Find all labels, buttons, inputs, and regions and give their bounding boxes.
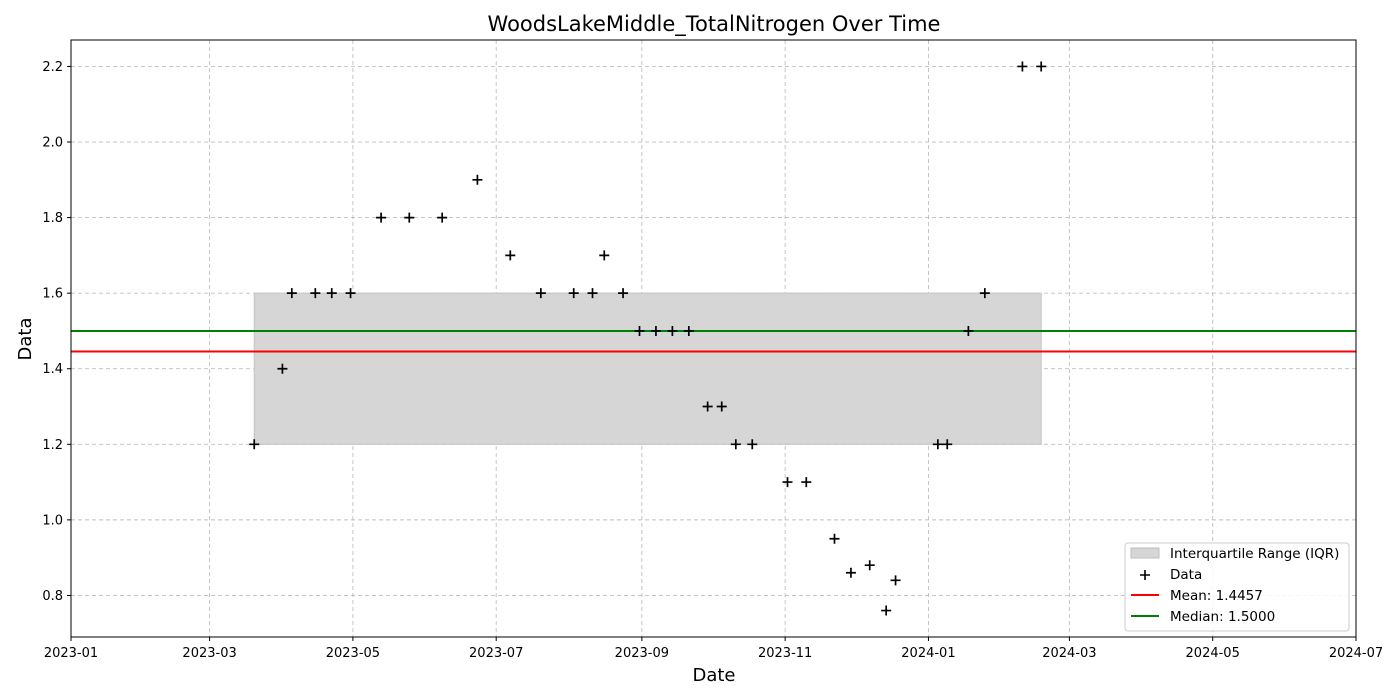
data-point	[345, 288, 356, 299]
x-tick-label: 2023-11	[758, 646, 812, 661]
x-tick-label: 2024-01	[901, 646, 955, 661]
data-point	[1017, 61, 1028, 72]
legend-data-marker	[1140, 570, 1150, 580]
data-point	[683, 325, 694, 336]
data-point	[505, 250, 516, 261]
data-point	[587, 288, 598, 299]
data-point	[249, 439, 260, 450]
data-point	[1036, 61, 1047, 72]
data-point	[286, 288, 297, 299]
data-point	[845, 567, 856, 578]
x-tick-label: 2024-07	[1329, 646, 1383, 661]
legend: Interquartile Range (IQR) Data Mean: 1.4…	[1124, 542, 1350, 632]
x-tick-label: 2023-05	[326, 646, 380, 661]
legend-median-label: Median: 1.5000	[1170, 609, 1275, 625]
x-tick-label: 2023-09	[615, 646, 669, 661]
x-tick-label: 2023-01	[44, 646, 98, 661]
plot-frame	[70, 39, 1357, 638]
chart-title: WoodsLakeMiddle_TotalNitrogen Over Time	[488, 12, 941, 37]
legend-data-label: Data	[1170, 567, 1202, 583]
data-point	[932, 439, 943, 450]
data-point	[535, 288, 546, 299]
data-point	[829, 533, 840, 544]
y-tick-label: 2.0	[42, 136, 63, 151]
data-point	[801, 477, 812, 488]
data-point	[864, 560, 875, 571]
data-point	[963, 325, 974, 336]
data-point	[890, 575, 901, 586]
data-point	[782, 477, 793, 488]
x-tick-label: 2023-07	[469, 646, 523, 661]
data-point	[568, 288, 579, 299]
data-point	[667, 325, 678, 336]
data-point	[618, 288, 629, 299]
data-point	[747, 439, 758, 450]
data-point	[376, 212, 387, 223]
data-point	[277, 363, 288, 374]
y-tick-label: 1.4	[42, 362, 63, 377]
legend-frame	[1124, 542, 1350, 632]
y-tick-label: 1.6	[42, 287, 63, 302]
x-tick-label: 2023-03	[182, 646, 236, 661]
data-point	[326, 288, 337, 299]
reference-lines	[71, 329, 1356, 353]
legend-mean-label: Mean: 1.4457	[1170, 588, 1263, 604]
data-point	[716, 401, 727, 412]
data-point	[979, 288, 990, 299]
y-tick-label: 2.2	[42, 60, 63, 75]
data-point	[437, 212, 448, 223]
y-tick-label: 1.0	[42, 513, 63, 528]
data-point	[881, 605, 892, 616]
data-point	[472, 174, 483, 185]
data-points	[249, 61, 1047, 616]
y-tick-label: 1.8	[42, 211, 63, 226]
x-tick-label: 2024-03	[1042, 646, 1096, 661]
x-axis-label: Date	[692, 665, 735, 686]
data-point	[404, 212, 415, 223]
iqr-band	[253, 292, 1042, 445]
data-point	[310, 288, 321, 299]
legend-iqr-label: Interquartile Range (IQR)	[1170, 546, 1339, 562]
y-tick-label: 0.8	[42, 589, 63, 604]
data-point	[702, 401, 713, 412]
x-tick-label: 2024-05	[1186, 646, 1240, 661]
data-point	[634, 325, 645, 336]
axis-ticks: 2023-01 2023-03 2023-05 2023-07 2023-09 2023-…	[42, 60, 1383, 661]
legend-iqr-swatch	[1130, 547, 1160, 559]
y-axis-label: Data	[15, 318, 36, 361]
iqr-band-layer	[253, 292, 1042, 445]
data-point	[730, 439, 741, 450]
data-point	[942, 439, 953, 450]
data-point	[650, 325, 661, 336]
data-point	[599, 250, 610, 261]
y-tick-label: 1.2	[42, 438, 63, 453]
